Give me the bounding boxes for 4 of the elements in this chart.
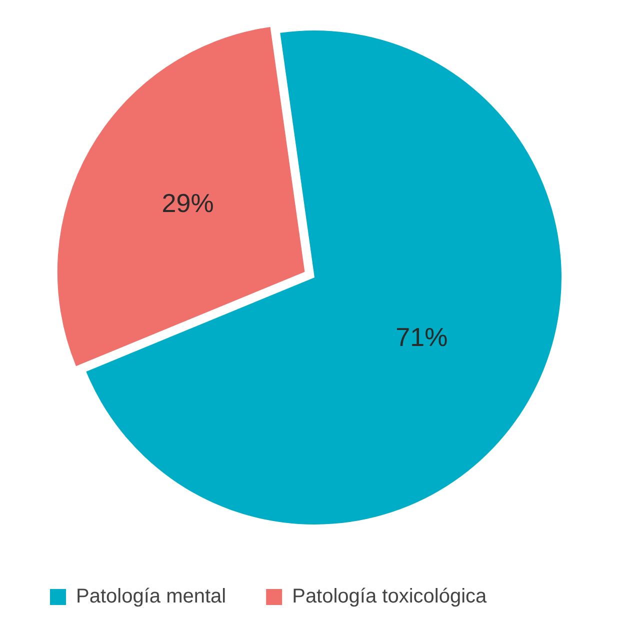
legend-label: Patología toxicológica [292, 586, 488, 608]
data-label: 29% [162, 188, 214, 218]
data-label: 71% [396, 322, 448, 352]
legend-label: Patología mental [76, 586, 226, 608]
